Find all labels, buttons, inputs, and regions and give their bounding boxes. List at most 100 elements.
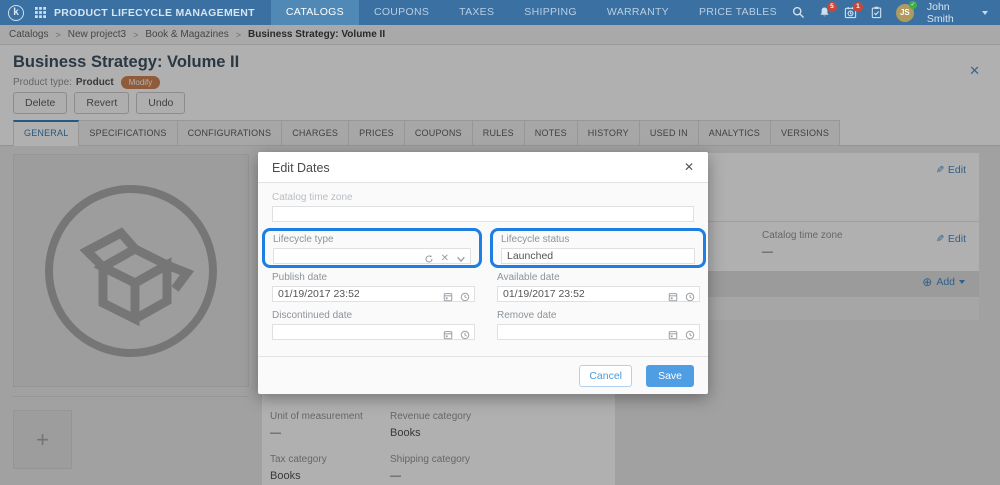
bell-badge: 5: [826, 2, 837, 12]
field-label: Unit of measurement: [270, 411, 363, 422]
tab-configurations[interactable]: CONFIGURATIONS: [177, 120, 283, 146]
publish-date-label: Publish date: [272, 272, 328, 283]
field-label: Shipping category: [390, 454, 471, 465]
nav-warranty[interactable]: WARRANTY: [606, 6, 669, 18]
discontinued-date-label: Discontinued date: [272, 310, 353, 321]
tab-analytics[interactable]: ANALYTICS: [698, 120, 771, 146]
publish-date-input[interactable]: [272, 286, 475, 302]
page-header: Business Strategy: Volume II Product typ…: [0, 45, 1000, 147]
lifecycle-status-input[interactable]: [501, 248, 695, 264]
modal-close-icon[interactable]: ✕: [683, 160, 694, 174]
tab-coupons[interactable]: COUPONS: [404, 120, 473, 146]
refresh-icon[interactable]: [424, 254, 434, 264]
save-button[interactable]: Save: [646, 365, 694, 387]
brand-title: PRODUCT LIFECYCLE MANAGEMENT: [54, 6, 255, 19]
calendar-icon[interactable]: [668, 292, 678, 302]
field-label: Catalog time zone: [762, 230, 843, 241]
clock-icon[interactable]: [460, 292, 470, 302]
tab-charges[interactable]: CHARGES: [282, 120, 350, 146]
lifecycle-status-label: Lifecycle status: [501, 234, 570, 245]
clock-icon[interactable]: [685, 292, 695, 302]
nav-coupons[interactable]: COUPONS: [373, 6, 430, 18]
clipboard-check-icon[interactable]: [870, 6, 883, 19]
breadcrumb-category[interactable]: Book & Magazines: [145, 29, 229, 40]
field-value: —: [270, 427, 281, 439]
discontinued-date-input[interactable]: [272, 324, 475, 340]
delete-button[interactable]: Delete: [13, 92, 68, 114]
add-dropdown-button[interactable]: ⊕ Add: [922, 276, 965, 288]
page-close-icon[interactable]: ✕: [969, 63, 980, 78]
breadcrumb-catalogs[interactable]: Catalogs: [9, 29, 49, 40]
field-tax-category: Tax category Books: [270, 454, 390, 482]
undo-button[interactable]: Undo: [136, 92, 186, 114]
edit-link-label: Edit: [947, 164, 966, 176]
breadcrumb-current: Business Strategy: Volume II: [248, 29, 386, 40]
nav-catalogs[interactable]: CATALOGS: [270, 0, 359, 25]
calendar-icon[interactable]: [443, 292, 453, 302]
nav-shipping[interactable]: SHIPPING: [524, 6, 577, 18]
notifications-bell-icon[interactable]: 5: [818, 2, 837, 19]
breadcrumb-separator: >: [55, 29, 61, 40]
clear-icon[interactable]: ✕: [440, 253, 449, 264]
lifecycle-type-highlight: Lifecycle type ✕: [262, 228, 482, 268]
lifecycle-type-label: Lifecycle type: [273, 234, 334, 245]
catalog-time-zone-label: Catalog time zone: [272, 192, 353, 203]
topbar-right-cluster: 5 1 JS ✓ John Smith: [792, 0, 1000, 25]
modal-title: Edit Dates: [272, 161, 330, 175]
discontinued-date-group: Discontinued date: [272, 310, 475, 340]
available-date-input[interactable]: [497, 286, 700, 302]
breadcrumb-project[interactable]: New project3: [67, 29, 127, 40]
nav-taxes[interactable]: TAXES: [459, 6, 495, 18]
user-menu[interactable]: John Smith: [926, 0, 954, 25]
tab-versions[interactable]: VERSIONS: [770, 120, 841, 146]
clock-icon[interactable]: [685, 330, 695, 340]
field-unit-of-measurement: Unit of measurement —: [270, 411, 390, 439]
page-title: Business Strategy: Volume II: [13, 53, 240, 71]
product-fields: Unit of measurement — Revenue category B…: [270, 411, 607, 482]
online-status-icon: ✓: [908, 0, 917, 9]
edit-link[interactable]: ✎ Edit: [936, 233, 966, 245]
tab-used-in[interactable]: USED IN: [639, 120, 699, 146]
revert-button[interactable]: Revert: [74, 92, 130, 114]
cancel-button[interactable]: Cancel: [579, 365, 632, 387]
publish-date-group: Publish date: [272, 272, 475, 302]
apps-grid-icon[interactable]: [35, 7, 46, 18]
calendar-icon[interactable]: [668, 330, 678, 340]
breadcrumb: Catalogs > New project3 > Book & Magazin…: [0, 25, 1000, 45]
field-shipping-category: Shipping category —: [390, 454, 607, 482]
field-label: Tax category: [270, 454, 327, 465]
product-type-row: Product type: Product Modify: [13, 76, 161, 89]
app-logo-icon[interactable]: k: [8, 4, 24, 21]
modal-header: Edit Dates ✕: [258, 152, 708, 183]
calendar-icon[interactable]: [443, 330, 453, 340]
field-label: Revenue category: [390, 411, 472, 422]
calendar-tasks-icon[interactable]: 1: [844, 2, 863, 19]
search-icon[interactable]: [792, 6, 805, 19]
tab-bar: GENERAL SPECIFICATIONS CONFIGURATIONS CH…: [13, 120, 841, 147]
product-image-placeholder: [13, 154, 249, 387]
nav-price-tables[interactable]: PRICE TABLES: [698, 6, 777, 18]
add-image-tile[interactable]: +: [13, 410, 72, 469]
modal-footer: Cancel Save: [258, 356, 708, 394]
tab-history[interactable]: HISTORY: [577, 120, 640, 146]
lifecycle-type-input[interactable]: [273, 248, 471, 264]
catalog-time-zone-input[interactable]: [272, 206, 694, 222]
tab-specifications[interactable]: SPECIFICATIONS: [79, 120, 178, 146]
avatar[interactable]: JS ✓: [895, 0, 917, 22]
product-type-label: Product type:: [13, 77, 72, 88]
tab-prices[interactable]: PRICES: [349, 120, 405, 146]
available-date-group: Available date: [497, 272, 700, 302]
tab-notes[interactable]: NOTES: [524, 120, 578, 146]
calendar-badge: 1: [852, 2, 863, 12]
remove-date-group: Remove date: [497, 310, 700, 340]
remove-date-input[interactable]: [497, 324, 700, 340]
clock-icon[interactable]: [460, 330, 470, 340]
user-menu-chevron-icon[interactable]: [982, 10, 988, 15]
tab-rules[interactable]: RULES: [472, 120, 525, 146]
edit-link[interactable]: ✎ Edit: [936, 164, 966, 176]
status-badge: Modify: [120, 76, 161, 89]
avatar-initials: JS: [899, 8, 910, 17]
edit-dates-modal: Edit Dates ✕ Catalog time zone Lifecycle…: [258, 152, 708, 394]
dropdown-chevron-icon[interactable]: [456, 254, 466, 264]
field-value: —: [762, 246, 773, 258]
